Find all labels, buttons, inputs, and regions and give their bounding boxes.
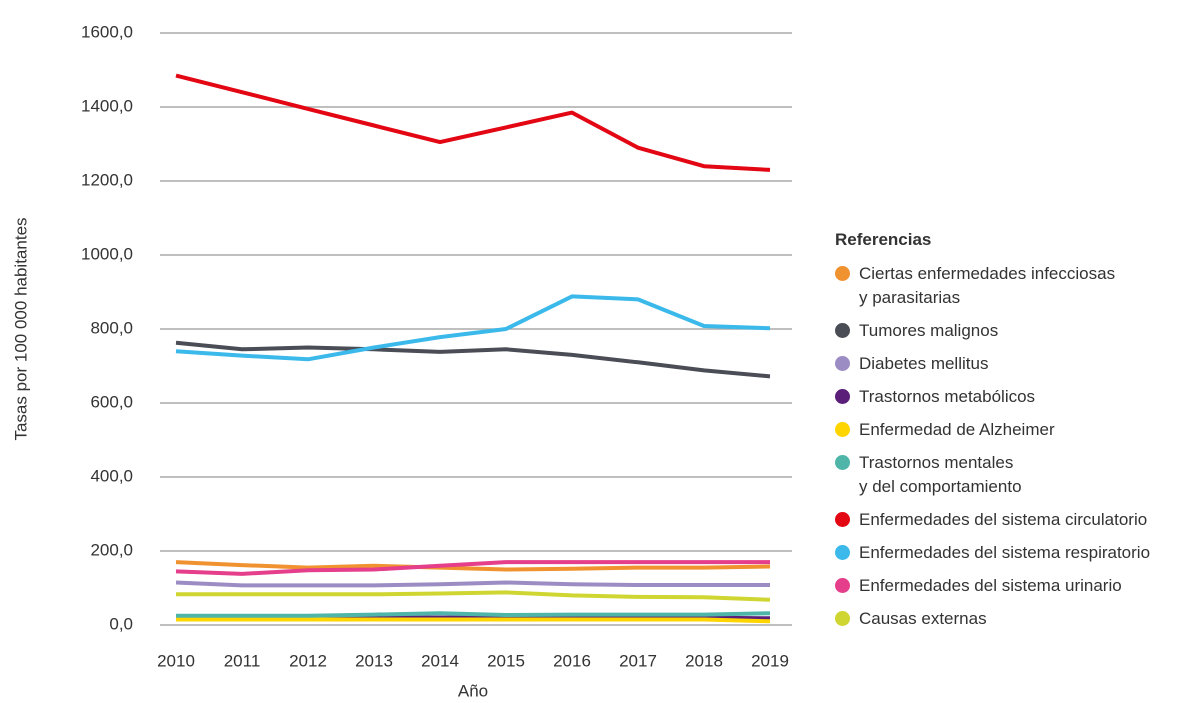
- series-line: [176, 590, 771, 602]
- x-tick-label: 2018: [685, 651, 723, 670]
- series-line: [176, 611, 771, 618]
- series-line: [176, 617, 771, 624]
- x-tick-label: 2013: [355, 651, 393, 670]
- legend-item: Trastornos metabólicos: [835, 385, 1150, 409]
- legend-label: Trastornos metabólicos: [859, 387, 1036, 406]
- x-tick-label: 2015: [487, 651, 525, 670]
- y-tick-label: 1400,0: [81, 96, 133, 115]
- legend-swatch: [835, 545, 850, 560]
- legend-label: Causas externas: [859, 609, 987, 628]
- series-line: [175, 560, 771, 572]
- x-tick-label: 2017: [619, 651, 657, 670]
- legend-swatch: [835, 356, 850, 371]
- y-tick-label: 600,0: [90, 392, 133, 411]
- series-line: [175, 294, 771, 362]
- x-tick-label: 2012: [289, 651, 327, 670]
- series-line: [175, 340, 771, 379]
- legend-swatch: [835, 422, 850, 437]
- legend-item: Trastornos mentales y del comportamiento: [835, 451, 1150, 499]
- legend-item: Enfermedad de Alzheimer: [835, 418, 1150, 442]
- y-axis-title: Tasas por 100 000 habitantes: [11, 217, 30, 440]
- legend-item: Tumores malignos: [835, 319, 1150, 343]
- legend: Referencias Ciertas enfermedades infecci…: [835, 230, 1150, 640]
- x-tick-label: 2019: [751, 651, 789, 670]
- legend-label: Ciertas enfermedades infecciosas y paras…: [859, 264, 1116, 307]
- series-line: [175, 560, 770, 576]
- legend-label: Enfermedades del sistema urinario: [859, 576, 1122, 595]
- legend-swatch: [835, 611, 850, 626]
- legend-item: Enfermedades del sistema respiratorio: [835, 541, 1150, 565]
- x-tick-label: 2011: [224, 651, 261, 670]
- x-axis-title: Año: [458, 681, 488, 700]
- legend-label: Enfermedad de Alzheimer: [859, 420, 1055, 439]
- legend-swatch: [835, 455, 850, 470]
- x-tick-label: 2010: [157, 651, 195, 670]
- legend-label: Trastornos mentales y del comportamiento: [859, 453, 1022, 496]
- y-tick-label: 200,0: [90, 540, 133, 559]
- series-line: [175, 580, 770, 588]
- legend-item: Enfermedades del sistema circulatorio: [835, 508, 1150, 532]
- legend-label: Enfermedades del sistema respiratorio: [859, 543, 1151, 562]
- legend-swatch: [835, 266, 850, 281]
- x-tick-label: 2016: [553, 651, 591, 670]
- legend-label: Tumores malignos: [859, 321, 999, 340]
- x-tick-label: 2014: [421, 651, 459, 670]
- legend-title: Referencias: [835, 230, 932, 249]
- legend-label: Enfermedades del sistema circulatorio: [859, 510, 1148, 529]
- y-tick-label: 400,0: [90, 466, 133, 485]
- legend-label: Diabetes mellitus: [859, 354, 989, 373]
- y-tick-label: 800,0: [90, 318, 133, 337]
- legend-item: Ciertas enfermedades infecciosas y paras…: [835, 262, 1150, 310]
- series-line: [175, 73, 771, 172]
- legend-swatch: [835, 323, 850, 338]
- legend-swatch: [835, 578, 850, 593]
- legend-item: Enfermedades del sistema urinario: [835, 574, 1150, 598]
- y-tick-label: 1000,0: [81, 244, 133, 263]
- legend-swatch: [835, 512, 850, 527]
- y-tick-label: 0,0: [109, 614, 133, 633]
- legend-swatch: [835, 389, 850, 404]
- legend-item: Diabetes mellitus: [835, 352, 1150, 376]
- y-tick-label: 1600,0: [81, 22, 133, 41]
- legend-item: Causas externas: [835, 607, 1150, 631]
- y-tick-label: 1200,0: [81, 170, 133, 189]
